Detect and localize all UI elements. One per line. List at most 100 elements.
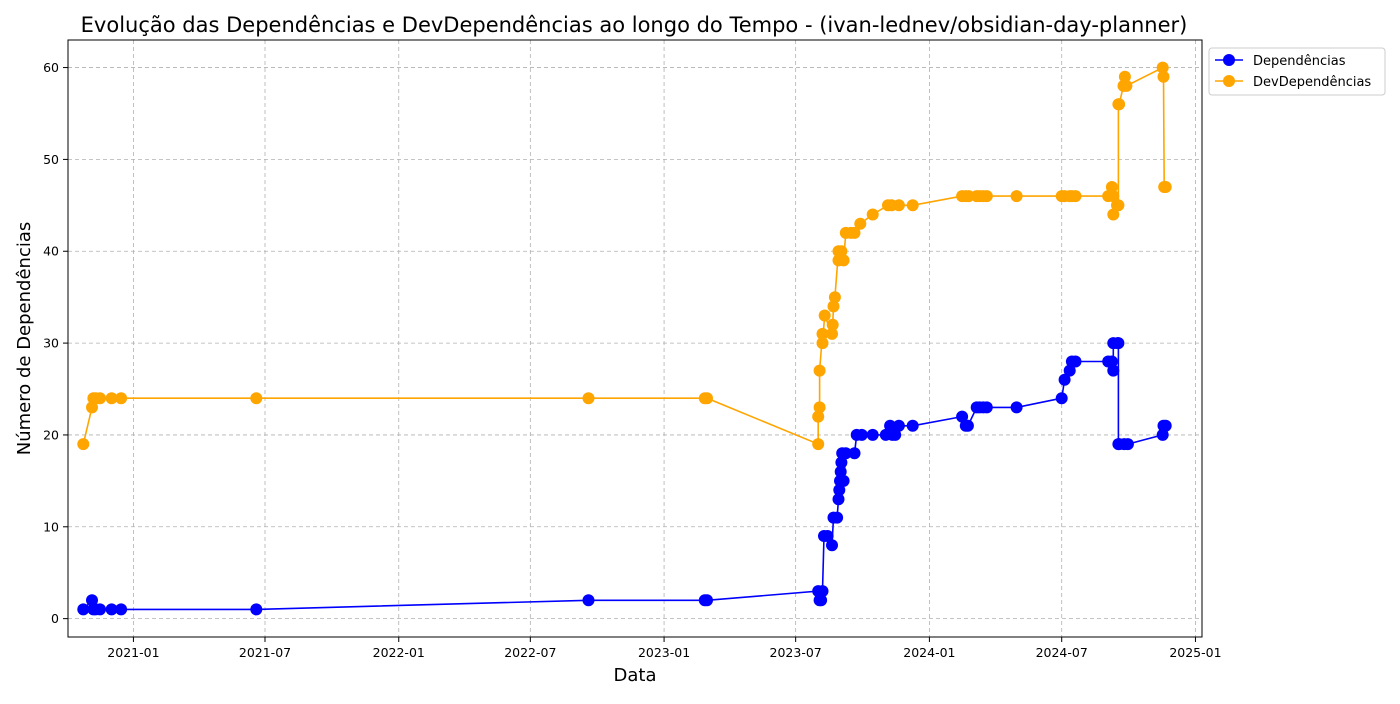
data-point [832,493,845,506]
data-point [848,226,861,239]
legend-item: DevDependências [1215,75,1371,90]
data-point [821,530,834,542]
data-point [813,364,826,377]
data-point [866,208,879,221]
series-line [82,66,1166,446]
x-tick-label: 2024-01 [903,645,955,660]
data-point [250,603,263,616]
x-tick-label: 2022-01 [373,645,425,660]
data-point [105,603,118,616]
data-point [961,419,974,432]
x-axis: 2021-01 2021-07 2022-01 2022-07 2023-01 2023-… [107,637,1222,660]
legend: Dependências DevDependências [1208,47,1386,96]
x-tick-label: 2023-01 [638,645,690,660]
legend-label: Dependências [1253,54,1346,69]
data-point [1010,190,1023,203]
data-point [980,401,993,414]
data-point [956,410,969,423]
data-point [1113,98,1126,111]
data-point [826,539,838,552]
data-point [837,254,850,267]
data-point [1157,70,1170,83]
data-point [1112,199,1125,212]
data-point [1120,79,1133,92]
chart-title: Evolução das Dependências e DevDependênc… [81,13,1188,37]
data-point [855,428,868,441]
data-point [1069,355,1082,368]
y-tick-label: 10 [43,519,59,534]
data-point [701,392,713,405]
data-point [827,300,840,313]
x-tick-label: 2025-01 [1169,645,1221,660]
data-point [86,594,98,607]
y-tick-label: 60 [43,60,59,75]
legend-frame [1208,47,1386,96]
data-point [826,327,838,340]
data-point [834,465,847,478]
x-tick-label: 2023-07 [770,645,822,660]
data-point [1107,364,1120,377]
data-point [980,190,993,203]
data-point [892,199,905,212]
series-2 [77,61,1172,451]
data-point [828,291,841,304]
data-point [701,594,713,607]
data-point [1105,181,1118,193]
data-point [1112,337,1125,350]
data-point [1156,428,1169,441]
data-point [1107,190,1120,203]
data-point [77,603,90,616]
data-point [1055,392,1068,405]
data-point [835,245,848,258]
data-point [1010,401,1023,414]
data-point [1069,190,1082,203]
data-point [115,603,128,616]
data-point [906,419,919,432]
data-point [813,401,826,414]
data-point [818,309,831,322]
data-point [812,438,825,451]
data-point [889,428,902,441]
legend-item: Dependências [1215,54,1346,69]
data-point [1058,373,1071,386]
series-layer [77,61,1172,616]
data-point [815,594,828,607]
data-point [1159,419,1172,432]
y-tick-label: 40 [43,244,59,259]
legend-marker [1223,75,1235,87]
data-point [835,456,848,469]
y-tick-label: 0 [51,611,59,626]
grid [68,40,1202,637]
data-point [1156,61,1169,74]
data-point [1107,208,1120,221]
data-point [86,401,98,414]
data-point [1118,70,1131,83]
x-tick-label: 2024-07 [1036,645,1088,660]
data-point [105,392,118,405]
data-point [94,603,106,616]
y-tick-label: 30 [43,336,59,351]
data-point [77,438,90,451]
x-tick-label: 2022-07 [504,645,556,660]
data-point [892,419,905,432]
data-point [837,474,850,487]
x-axis-label: Data [614,665,657,686]
data-point [115,392,128,405]
series-1 [77,337,1172,616]
y-axis-label: Número de Dependências [14,222,35,456]
data-point [1105,355,1118,368]
data-point [1121,438,1134,451]
x-tick-label: 2021-07 [239,645,291,660]
y-axis: 0 10 20 30 40 50 60 [43,60,68,626]
data-point [816,585,829,598]
data-point [826,318,839,331]
data-point [833,484,846,496]
data-point [1063,364,1076,377]
data-point [854,217,867,230]
x-tick-label: 2021-01 [107,645,159,660]
data-point [94,392,106,405]
data-point [884,419,897,432]
data-point [250,392,263,405]
